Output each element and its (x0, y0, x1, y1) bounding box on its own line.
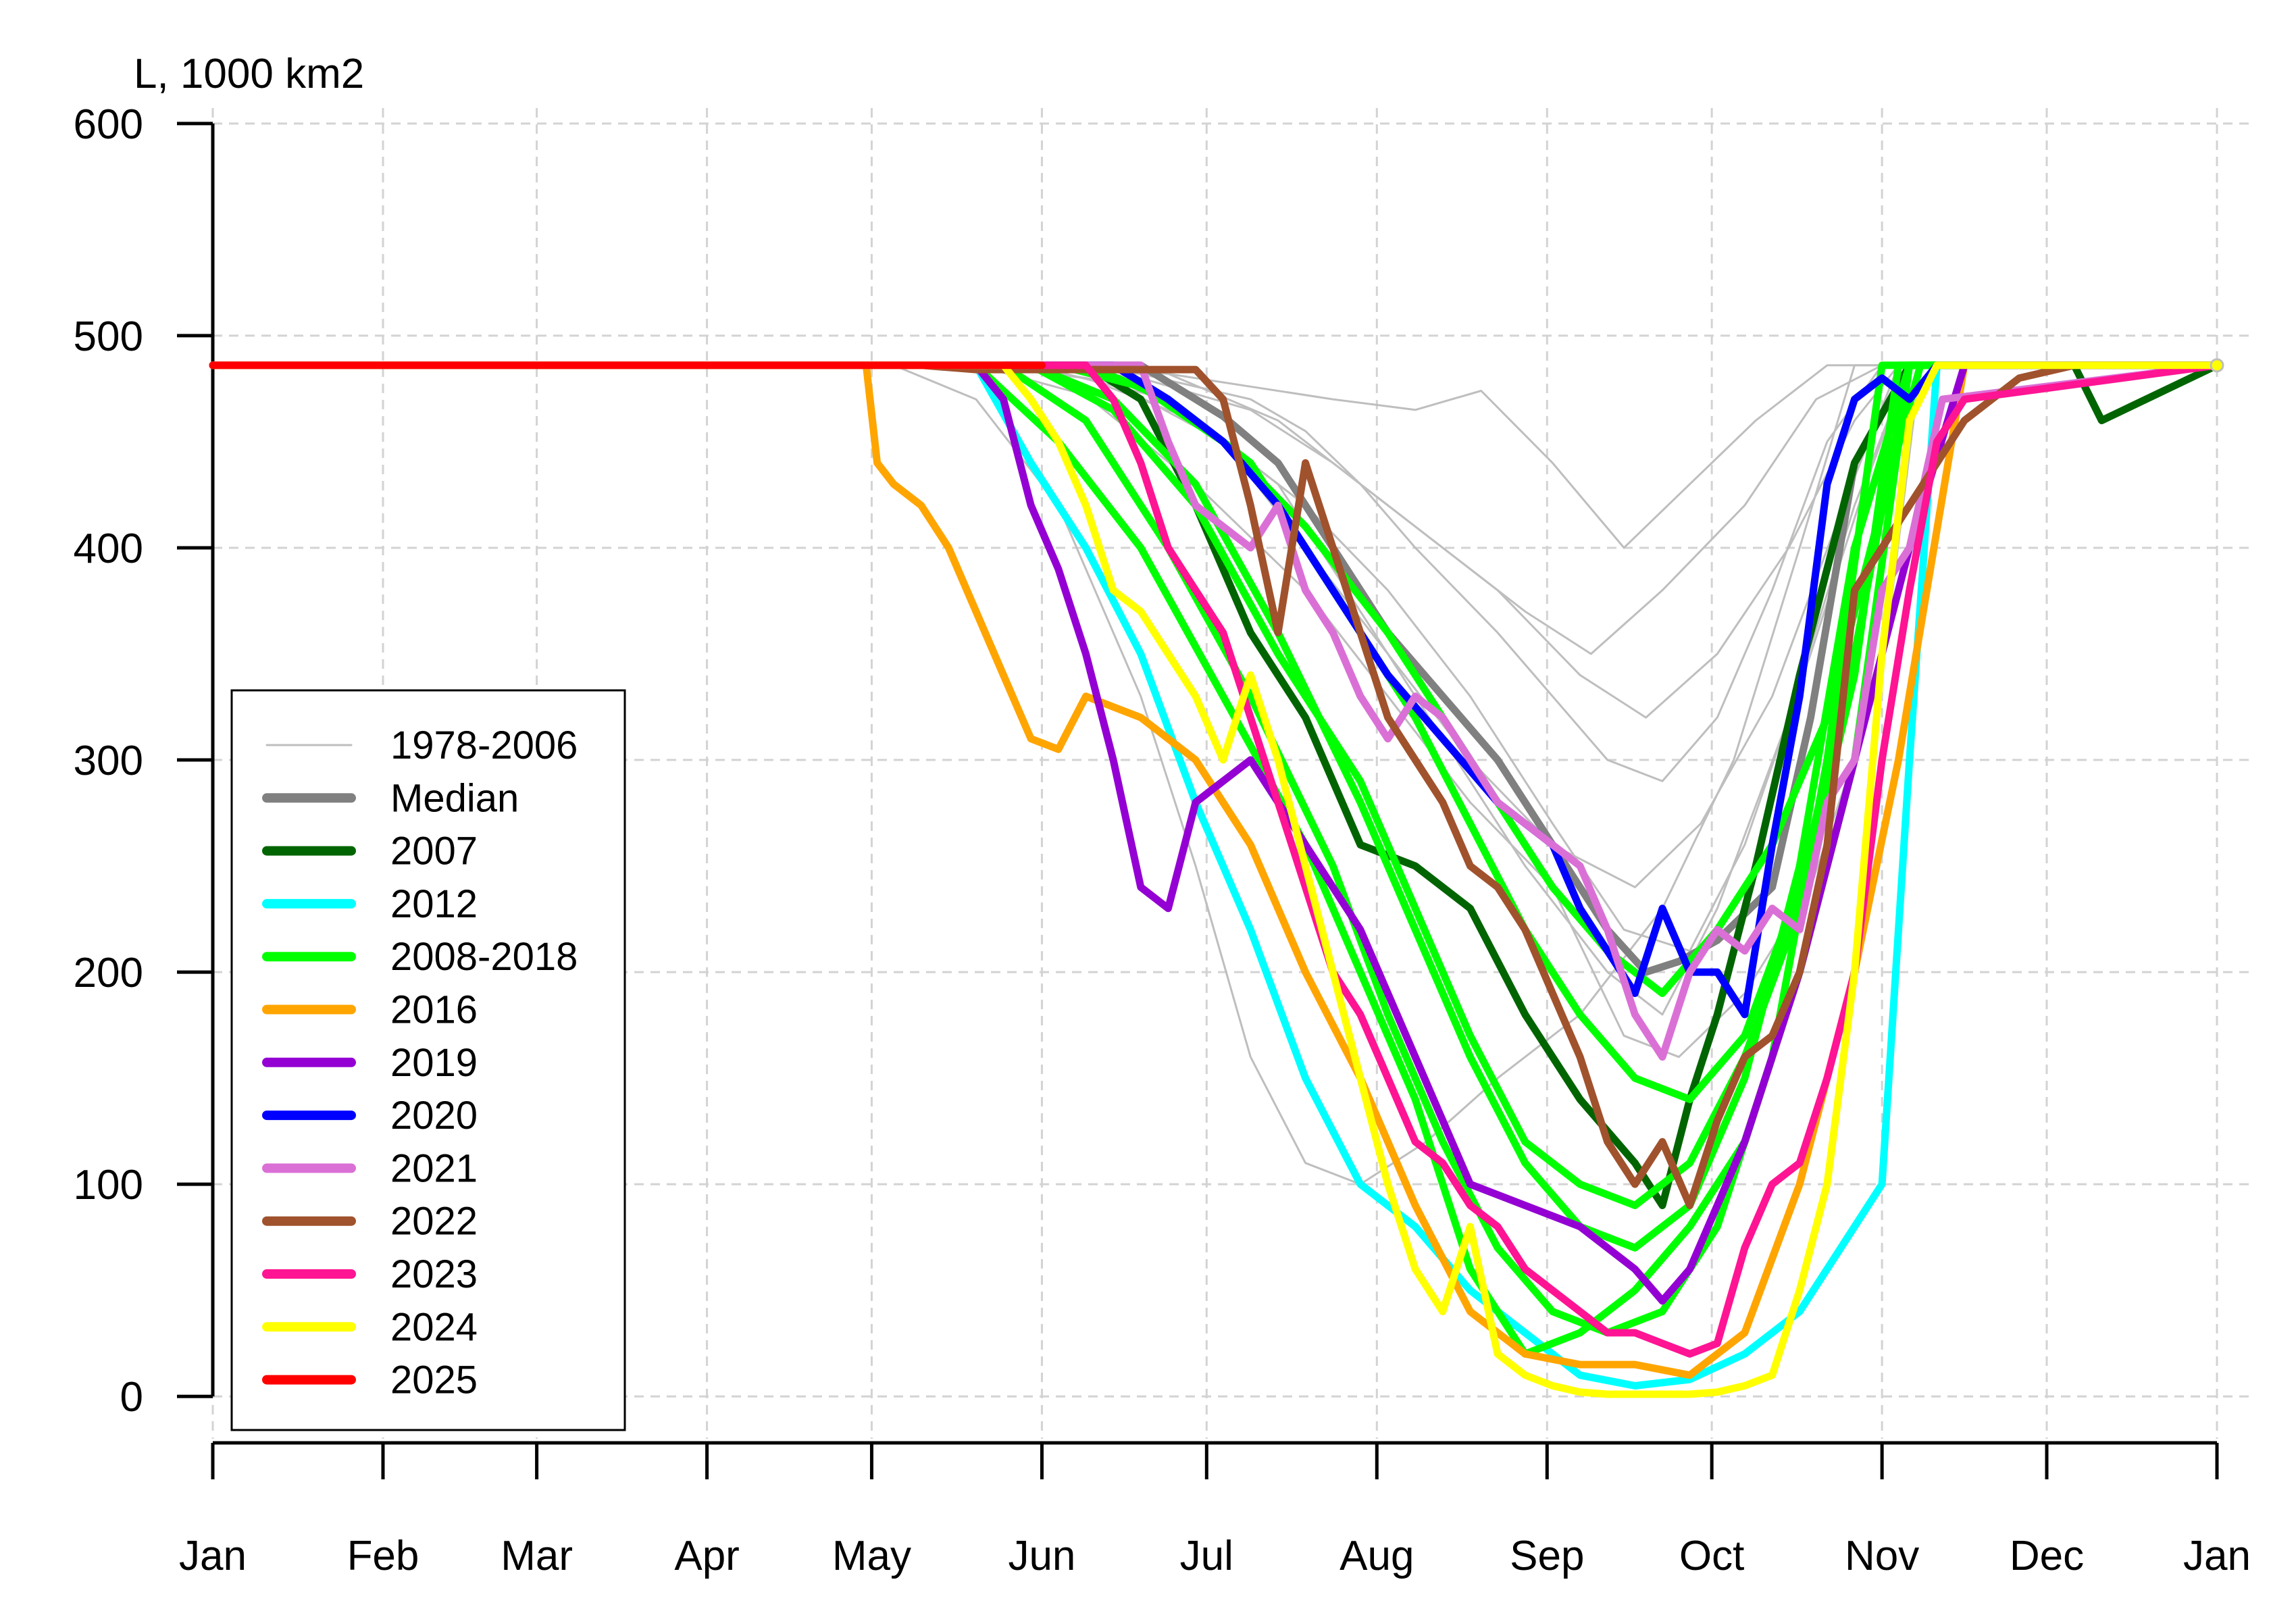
x-tick-label: Jun (1008, 1533, 1075, 1579)
y-tick-label: 500 (74, 313, 143, 360)
x-tick-label: Jan (179, 1533, 247, 1579)
legend-label: 2021 (390, 1146, 478, 1190)
legend-label: 2022 (390, 1200, 478, 1244)
series-line-1978-2006 (211, 364, 2218, 655)
y-axis-label: L, 1000 km2 (134, 51, 364, 97)
x-tick-label: Apr (674, 1533, 739, 1579)
legend: 1978-2006 Median 2007 2012 2008-2018 2016 2019… (230, 689, 626, 1431)
legend-label: 2024 (390, 1305, 478, 1349)
x-tick-label: Nov (1845, 1533, 1919, 1579)
x-tick-label: May (832, 1533, 911, 1579)
legend-label: 2012 (390, 882, 478, 926)
x-tick-label: Aug (1340, 1533, 1414, 1579)
x-tick-label: Mar (501, 1533, 573, 1579)
series-line-2008-2018 (209, 361, 2221, 1337)
x-tick-label: Feb (347, 1533, 419, 1579)
axes: 0 100 200 300 400 500 600 Jan Feb Mar Apr May Jun Jul… (74, 101, 2251, 1579)
series-line-2022 (209, 361, 2221, 1209)
x-tick-label: Sep (1510, 1533, 1584, 1579)
series-line-median (209, 361, 2221, 976)
y-tick-label: 400 (74, 526, 143, 572)
y-tick-label: 200 (74, 950, 143, 996)
y-tick-label: 0 (120, 1374, 143, 1421)
legend-label: Median (390, 776, 519, 820)
y-tick-label: 600 (74, 101, 143, 148)
x-tick-label: Dec (2010, 1533, 2084, 1579)
series-group (209, 358, 2224, 1398)
y-tick-label: 300 (74, 738, 143, 784)
x-tick-label: Jan (2183, 1533, 2251, 1579)
legend-label: 2016 (390, 988, 478, 1032)
legend-label: 2008-2018 (390, 935, 578, 979)
legend-label: 2019 (390, 1041, 478, 1085)
endpoint-marker (2210, 358, 2224, 373)
series-line-2024 (209, 361, 2221, 1398)
legend-label: 2023 (390, 1252, 478, 1296)
legend-label: 2020 (390, 1094, 478, 1138)
legend-label: 1978-2006 (390, 723, 578, 767)
series-line-2008-2018 (209, 361, 2221, 1252)
x-tick-label: Jul (1180, 1533, 1233, 1579)
y-tick-label: 100 (74, 1162, 143, 1208)
legend-label: 2007 (390, 830, 478, 873)
series-line-2023 (209, 361, 2221, 1358)
x-tick-label: Oct (1679, 1533, 1744, 1579)
legend-label: 2025 (390, 1358, 478, 1402)
